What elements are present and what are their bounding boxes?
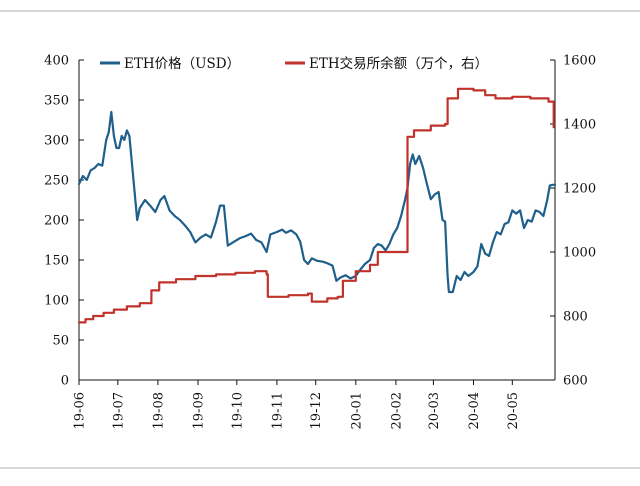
right-y-tick-label: 1200 [563, 182, 596, 197]
x-tick-label: 19-06 [73, 392, 88, 429]
legend-item-exchange-balance-label: ETH交易所余额（万个，右） [309, 55, 488, 72]
axes-layer: 0 50 100 150 200 250 300 350 400 600 800 1000 1200 14… [44, 54, 596, 430]
x-tick-label: 19-07 [111, 392, 126, 429]
right-y-tick-label: 800 [563, 310, 588, 325]
x-tick-label: 19-12 [309, 392, 324, 429]
x-tick-label: 19-11 [270, 392, 285, 429]
series-layer [77, 87, 557, 324]
x-tick-label: 20-05 [506, 392, 521, 429]
right-y-tick-label: 1000 [563, 246, 596, 261]
left-y-tick-label: 100 [44, 294, 69, 309]
left-y-tick-label: 0 [61, 374, 69, 389]
right-y-tick-label: 1600 [563, 54, 596, 69]
eth-price-series-line [77, 110, 557, 294]
right-y-tick-label: 1400 [563, 118, 596, 133]
x-tick-label: 20-03 [427, 392, 442, 429]
left-y-tick-label: 400 [44, 54, 69, 69]
left-y-tick-label: 350 [44, 94, 69, 109]
right-y-tick-label: 600 [563, 374, 588, 389]
x-tick-label: 20-01 [349, 392, 364, 429]
legend-item-eth-price-label: ETH价格（USD） [124, 56, 240, 72]
x-tick-label: 19-08 [151, 392, 166, 429]
legend: ETH价格（USD） ETH交易所余额（万个，右） [100, 55, 488, 72]
left-y-tick-label: 300 [44, 134, 69, 149]
left-y-tick-label: 150 [44, 254, 69, 269]
exchange-balance-series-line [77, 87, 555, 324]
x-tick-label: 20-04 [467, 392, 482, 429]
x-tick-label: 19-09 [192, 392, 207, 429]
x-tick-label: 19-10 [230, 392, 245, 429]
left-y-tick-label: 200 [44, 214, 69, 229]
left-y-tick-label: 50 [52, 334, 69, 349]
left-y-tick-label: 250 [44, 174, 69, 189]
x-tick-label: 20-02 [389, 392, 404, 429]
